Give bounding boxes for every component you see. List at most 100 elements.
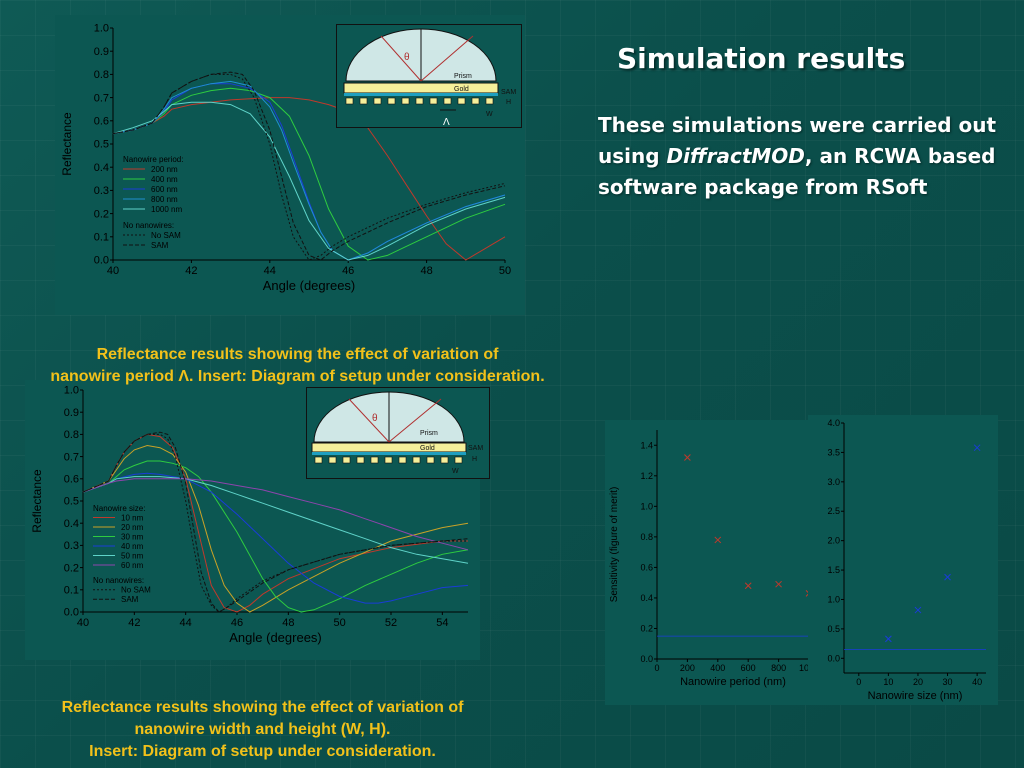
legend-entry: 30 nm xyxy=(121,533,144,542)
series-line-800-nm xyxy=(112,80,506,261)
x-tick-label: 48 xyxy=(420,265,432,277)
sensitivity-period-chart: 020040060080010000.00.20.40.60.81.01.21.… xyxy=(609,430,819,688)
y-tick-label: 0.5 xyxy=(827,624,840,634)
x-tick-label: 40 xyxy=(107,265,119,277)
data-point-stroke xyxy=(973,444,981,452)
y-axis-label: Sensitivity (figure of merit) xyxy=(609,487,620,603)
series-line-200-nm xyxy=(112,97,506,261)
y-tick-label: 0.8 xyxy=(64,429,79,441)
theta-label: θ xyxy=(404,52,410,63)
legend-entry: 800 nm xyxy=(151,195,178,204)
w-label: W xyxy=(486,111,493,118)
y-tick-label: 1.0 xyxy=(64,385,79,397)
y-tick-label: 1.0 xyxy=(827,594,840,604)
legend-entry: 1000 nm xyxy=(151,205,182,214)
series-line-30-nm xyxy=(82,460,469,613)
y-tick-label: 0.2 xyxy=(94,208,109,220)
y-tick-label: 0.6 xyxy=(64,473,79,485)
gold-label: Gold xyxy=(454,86,469,93)
x-axis-label: Angle (degrees) xyxy=(263,278,356,293)
x-tick-label: 200 xyxy=(680,663,695,673)
lambda-label: Λ xyxy=(443,117,450,128)
y-tick-label: 0.3 xyxy=(64,540,79,552)
x-tick-label: 10 xyxy=(883,677,893,687)
caption-1-line-2: nanowire period Λ. Insert: Diagram of se… xyxy=(50,368,545,385)
series-line-60-nm xyxy=(82,478,469,551)
legend-entry: 60 nm xyxy=(121,561,144,570)
series-line-sam xyxy=(112,71,506,261)
y-tick-label: 1.0 xyxy=(640,501,653,511)
y-tick-label: 1.2 xyxy=(640,471,653,481)
x-tick-label: 42 xyxy=(128,617,140,629)
caption-2-line-1: Reflectance results showing the effect o… xyxy=(61,699,464,716)
series-line-400-nm xyxy=(112,87,506,261)
legend-entry: 600 nm xyxy=(151,185,178,194)
x-tick-label: 400 xyxy=(710,663,725,673)
chart4-panel: 0 10 20 30 40 0.0 0.5 1.0 1.5 2.0 2.5 3.0 3.5 4.0 Nano… xyxy=(808,415,998,705)
y-tick-label: 0.6 xyxy=(640,562,653,572)
x-axis-label: Nanowire period (nm) xyxy=(680,676,786,688)
prism-label-2: Prism xyxy=(420,430,438,437)
y-tick-label: 0.2 xyxy=(64,562,79,574)
data-point-stroke xyxy=(714,536,722,544)
y-tick-label: 0.4 xyxy=(94,162,109,174)
reflectance-period-chart: 40 42 44 46 48 50 0.0 0.1 0.2 0.3 0.4 0.5 0.6 0.7 0.8 0… xyxy=(60,23,511,293)
x-tick-label: 20 xyxy=(913,677,923,687)
x-tick-label: 42 xyxy=(185,265,197,277)
y-tick-label: 0.9 xyxy=(94,46,109,58)
y-tick-label: 0.8 xyxy=(94,69,109,81)
body-text-part2: , an RCWA based software package from RS… xyxy=(598,144,996,199)
legend-entry: No SAM xyxy=(151,231,181,240)
x-tick-label: 0 xyxy=(654,663,659,673)
x-tick-label: 48 xyxy=(282,617,294,629)
y-tick-label: 2.0 xyxy=(827,536,840,546)
sensitivity-size-chart: 0 10 20 30 40 0.0 0.5 1.0 1.5 2.0 2.5 3.0 3.5 4.0 Nano… xyxy=(827,418,986,702)
w-label-2: W xyxy=(452,468,459,475)
gold-label-2: Gold xyxy=(420,445,435,452)
y-tick-label: 0.6 xyxy=(94,115,109,127)
sam-label-2: SAM xyxy=(468,445,483,452)
y-tick-label: 0.0 xyxy=(640,654,653,664)
y-tick-label: 0.7 xyxy=(94,92,109,104)
y-tick-label: 4.0 xyxy=(827,418,840,428)
series-line-sam xyxy=(82,431,469,613)
series-line-50-nm xyxy=(82,476,469,564)
x-axis-label: Angle (degrees) xyxy=(229,630,322,645)
y-tick-label: 0.3 xyxy=(94,185,109,197)
legend-entry: 20 nm xyxy=(121,523,144,532)
caption-2-line-3: Insert: Diagram of setup under considera… xyxy=(89,743,436,760)
x-tick-label: 46 xyxy=(231,617,243,629)
x-tick-label: 44 xyxy=(264,265,276,277)
legend-entry: 400 nm xyxy=(151,175,178,184)
slide-body-text: These simulations were carried out using… xyxy=(598,110,1008,203)
data-point-stroke xyxy=(944,573,951,581)
data-point-stroke xyxy=(744,582,752,590)
theta-label-2: θ xyxy=(372,413,378,424)
data-point xyxy=(684,454,691,461)
data-point xyxy=(885,635,892,643)
y-tick-label: 1.5 xyxy=(827,565,840,575)
h-label-2: H xyxy=(472,456,477,463)
y-tick-label: 0.0 xyxy=(64,607,79,619)
x-tick-label: 50 xyxy=(334,617,346,629)
x-tick-label: 40 xyxy=(77,617,89,629)
legend-entry: SAM xyxy=(121,595,139,604)
x-tick-label: 50 xyxy=(499,265,511,277)
data-point-stroke xyxy=(914,606,922,614)
x-tick-label: 54 xyxy=(436,617,448,629)
y-tick-label: 1.0 xyxy=(94,23,109,35)
y-tick-label: 3.5 xyxy=(827,447,840,457)
chart3-panel: 020040060080010000.00.20.40.60.81.01.21.… xyxy=(605,420,820,705)
y-tick-label: 2.5 xyxy=(827,506,840,516)
x-tick-label: 600 xyxy=(741,663,756,673)
y-tick-label: 1.4 xyxy=(640,440,653,450)
y-axis-label: Reflectance xyxy=(60,112,74,176)
y-tick-label: 0.9 xyxy=(64,407,79,419)
x-tick-label: 46 xyxy=(342,265,354,277)
y-tick-label: 0.2 xyxy=(640,623,653,633)
caption-2: Reflectance results showing the effect o… xyxy=(0,697,525,763)
y-tick-label: 0.7 xyxy=(64,451,79,463)
h-label: H xyxy=(506,99,511,106)
data-point xyxy=(744,582,752,590)
x-tick-label: 40 xyxy=(972,677,982,687)
